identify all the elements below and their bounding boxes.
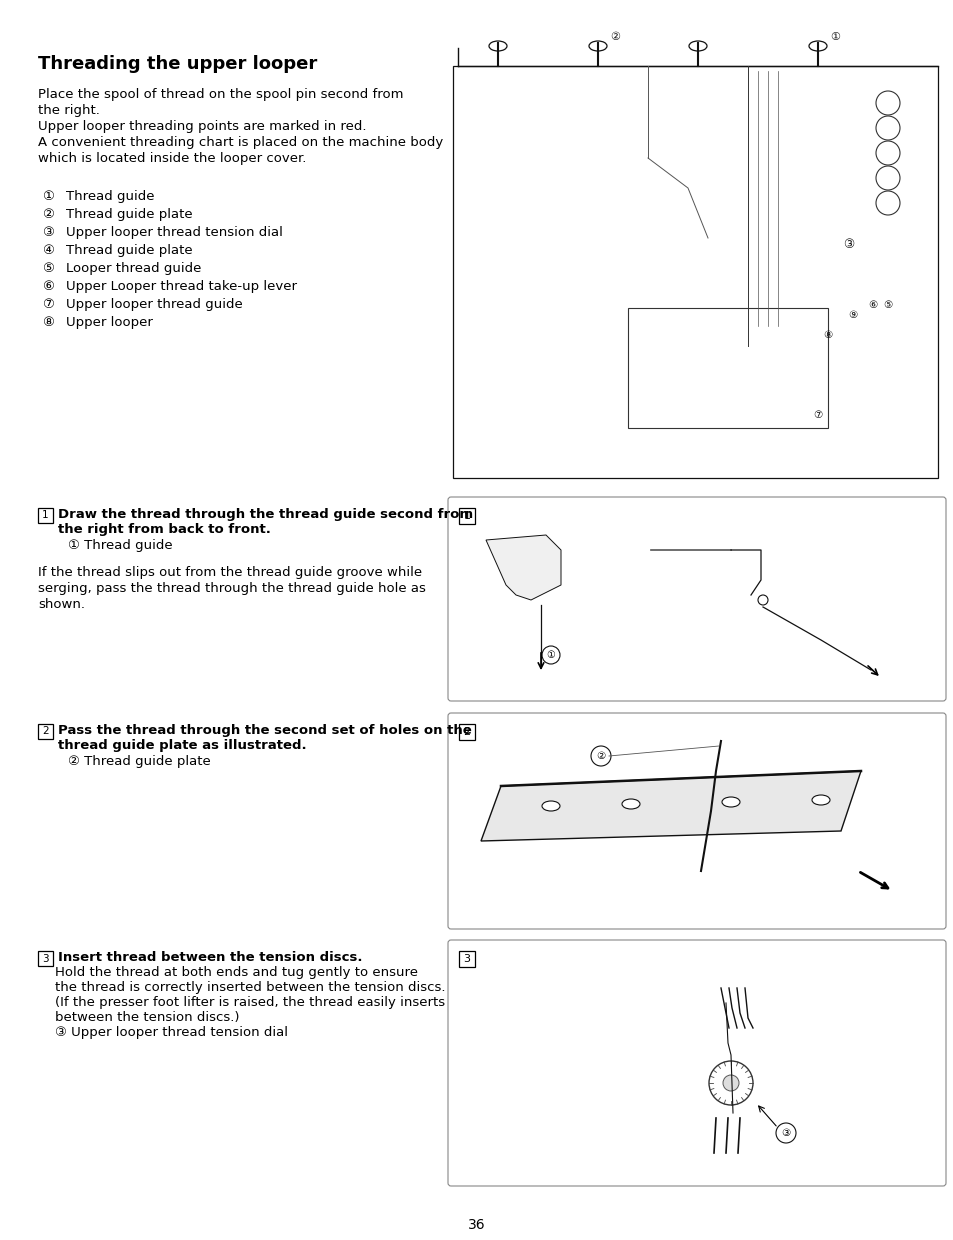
Text: 3: 3 <box>42 954 49 963</box>
Text: ⑦: ⑦ <box>812 410 821 420</box>
Text: Thread guide: Thread guide <box>66 190 154 203</box>
Text: Upper looper thread guide: Upper looper thread guide <box>66 298 242 311</box>
FancyBboxPatch shape <box>458 508 475 525</box>
Circle shape <box>875 191 899 215</box>
Text: If the thread slips out from the thread guide groove while: If the thread slips out from the thread … <box>38 565 421 579</box>
Circle shape <box>775 1123 795 1143</box>
Text: the thread is correctly inserted between the tension discs.: the thread is correctly inserted between… <box>38 981 445 994</box>
Text: ⑥: ⑥ <box>42 280 53 293</box>
Text: Upper looper: Upper looper <box>66 316 152 329</box>
Text: Draw the thread through the thread guide second from: Draw the thread through the thread guide… <box>58 508 473 521</box>
Text: Upper looper threading points are marked in red.: Upper looper threading points are marked… <box>38 120 366 133</box>
Text: ③: ③ <box>781 1128 790 1138</box>
Ellipse shape <box>688 41 706 51</box>
Text: ②: ② <box>596 751 605 761</box>
Circle shape <box>875 117 899 140</box>
FancyBboxPatch shape <box>448 497 945 701</box>
Circle shape <box>590 746 610 766</box>
Circle shape <box>875 166 899 190</box>
Text: Insert thread between the tension discs.: Insert thread between the tension discs. <box>58 951 362 963</box>
FancyBboxPatch shape <box>448 940 945 1185</box>
Text: Threading the upper looper: Threading the upper looper <box>38 55 317 73</box>
Text: ⑤: ⑤ <box>882 300 891 310</box>
FancyBboxPatch shape <box>627 308 827 428</box>
Text: ⑧: ⑧ <box>822 330 831 340</box>
Ellipse shape <box>588 41 606 51</box>
Text: the right.: the right. <box>38 104 100 117</box>
Text: ② Thread guide plate: ② Thread guide plate <box>68 755 211 768</box>
Text: which is located inside the looper cover.: which is located inside the looper cover… <box>38 153 306 165</box>
Text: ⑨: ⑨ <box>847 310 857 320</box>
Text: 3: 3 <box>463 954 470 963</box>
Circle shape <box>722 1075 739 1091</box>
Text: serging, pass the thread through the thread guide hole as: serging, pass the thread through the thr… <box>38 582 425 595</box>
Circle shape <box>541 646 559 663</box>
Text: 1: 1 <box>42 511 49 521</box>
FancyBboxPatch shape <box>38 508 53 523</box>
Ellipse shape <box>621 799 639 808</box>
FancyBboxPatch shape <box>38 724 53 739</box>
Circle shape <box>875 91 899 115</box>
Ellipse shape <box>489 41 506 51</box>
Text: between the tension discs.): between the tension discs.) <box>38 1011 239 1024</box>
Text: ①: ① <box>829 32 840 42</box>
FancyBboxPatch shape <box>38 951 53 966</box>
Text: (If the presser foot lifter is raised, the thread easily inserts: (If the presser foot lifter is raised, t… <box>38 996 445 1009</box>
Text: ③ Upper looper thread tension dial: ③ Upper looper thread tension dial <box>38 1025 288 1039</box>
Text: A convenient threading chart is placed on the machine body: A convenient threading chart is placed o… <box>38 136 443 149</box>
Text: Pass the thread through the second set of holes on the: Pass the thread through the second set o… <box>58 724 471 737</box>
FancyBboxPatch shape <box>448 713 945 929</box>
Ellipse shape <box>721 797 740 807</box>
Text: 1: 1 <box>463 511 470 521</box>
Text: Place the spool of thread on the spool pin second from: Place the spool of thread on the spool p… <box>38 88 403 100</box>
Text: ①: ① <box>546 650 555 660</box>
Text: ⑧: ⑧ <box>42 316 53 329</box>
Text: ③: ③ <box>842 238 853 250</box>
Polygon shape <box>485 534 560 600</box>
Circle shape <box>875 141 899 165</box>
Text: the right from back to front.: the right from back to front. <box>58 523 271 536</box>
FancyBboxPatch shape <box>458 724 475 740</box>
Text: Upper looper thread tension dial: Upper looper thread tension dial <box>66 226 283 239</box>
Text: ②: ② <box>42 208 53 221</box>
Ellipse shape <box>811 795 829 805</box>
FancyBboxPatch shape <box>453 66 937 477</box>
Text: ⑦: ⑦ <box>42 298 53 311</box>
Text: Hold the thread at both ends and tug gently to ensure: Hold the thread at both ends and tug gen… <box>38 966 417 980</box>
Text: ①: ① <box>42 190 53 203</box>
Text: Thread guide plate: Thread guide plate <box>66 244 193 257</box>
Circle shape <box>708 1061 752 1105</box>
Text: ① Thread guide: ① Thread guide <box>68 539 172 552</box>
Text: 2: 2 <box>42 727 49 737</box>
FancyBboxPatch shape <box>458 951 475 967</box>
Polygon shape <box>480 771 861 841</box>
Text: thread guide plate as illustrated.: thread guide plate as illustrated. <box>58 739 306 751</box>
Text: ③: ③ <box>42 226 53 239</box>
Text: Looper thread guide: Looper thread guide <box>66 262 201 275</box>
Text: ④: ④ <box>42 244 53 257</box>
Text: ⑥: ⑥ <box>867 300 877 310</box>
Text: Thread guide plate: Thread guide plate <box>66 208 193 221</box>
Circle shape <box>758 595 767 605</box>
Ellipse shape <box>541 801 559 811</box>
Text: 2: 2 <box>463 727 470 737</box>
Text: ⑤: ⑤ <box>42 262 53 275</box>
Ellipse shape <box>808 41 826 51</box>
Text: ②: ② <box>609 32 619 42</box>
Text: 36: 36 <box>468 1218 485 1233</box>
Text: shown.: shown. <box>38 598 85 611</box>
Text: Upper Looper thread take-up lever: Upper Looper thread take-up lever <box>66 280 296 293</box>
